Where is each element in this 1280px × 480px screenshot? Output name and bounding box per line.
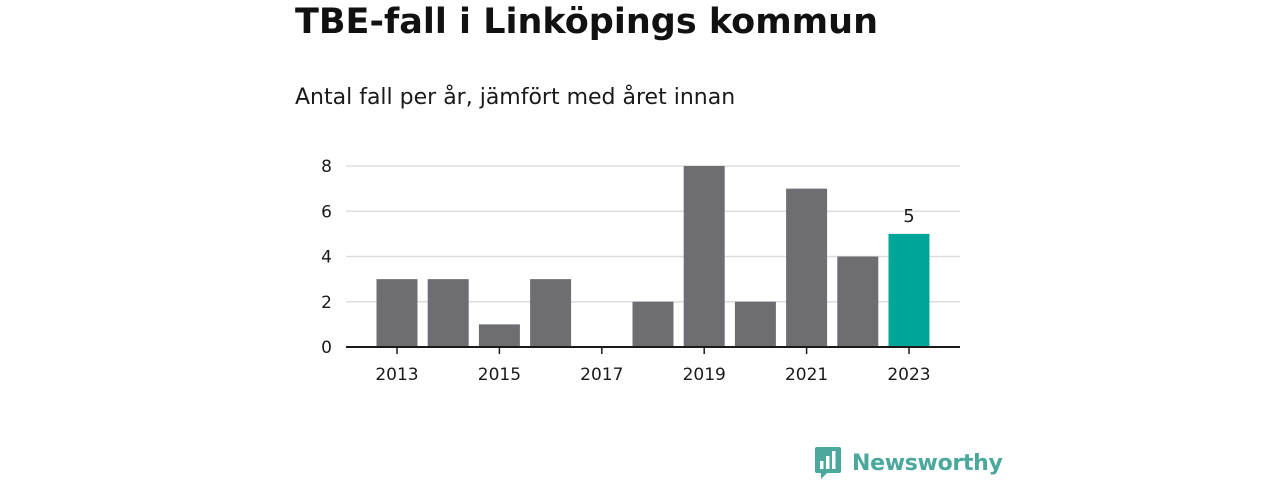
y-tick-label-6: 6 xyxy=(321,202,332,222)
chart-title: TBE-fall i Linköpings kommun xyxy=(295,2,878,42)
x-tick-label-2021: 2021 xyxy=(785,365,828,385)
bar-2015 xyxy=(478,324,520,347)
axes xyxy=(346,346,960,354)
bar-2021 xyxy=(786,188,828,347)
x-tick-label-2017: 2017 xyxy=(580,365,623,385)
x-tick-label-2015: 2015 xyxy=(478,365,521,385)
labels: 0 2 4 6 8 2013 2015 2017 2019 2021 2023 5 xyxy=(321,157,930,385)
bar-2018 xyxy=(632,301,674,347)
y-tick-label-4: 4 xyxy=(321,248,332,268)
bar-2016 xyxy=(530,279,572,347)
bars xyxy=(376,166,930,347)
x-tick-label-2019: 2019 xyxy=(683,365,726,385)
chart-subtitle: Antal fall per år, jämfört med året inna… xyxy=(295,85,736,110)
data-label-2023: 5 xyxy=(903,206,914,227)
bar-2020 xyxy=(734,301,776,347)
bar-2014 xyxy=(427,279,469,347)
newsworthy-logo-text: Newsworthy xyxy=(852,450,1003,476)
newsworthy-logo-icon xyxy=(815,447,841,479)
bar-2022 xyxy=(837,256,879,347)
y-tick-label-2: 2 xyxy=(321,293,332,313)
x-tick-label-2013: 2013 xyxy=(375,365,418,385)
bar-2023 xyxy=(888,233,930,347)
bar-2019 xyxy=(683,166,725,347)
x-tick-label-2023: 2023 xyxy=(887,365,930,385)
y-tick-label-8: 8 xyxy=(321,157,332,177)
newsworthy-logo: Newsworthy xyxy=(814,446,1003,480)
bar-2013 xyxy=(376,279,418,347)
y-tick-label-0: 0 xyxy=(321,338,332,358)
